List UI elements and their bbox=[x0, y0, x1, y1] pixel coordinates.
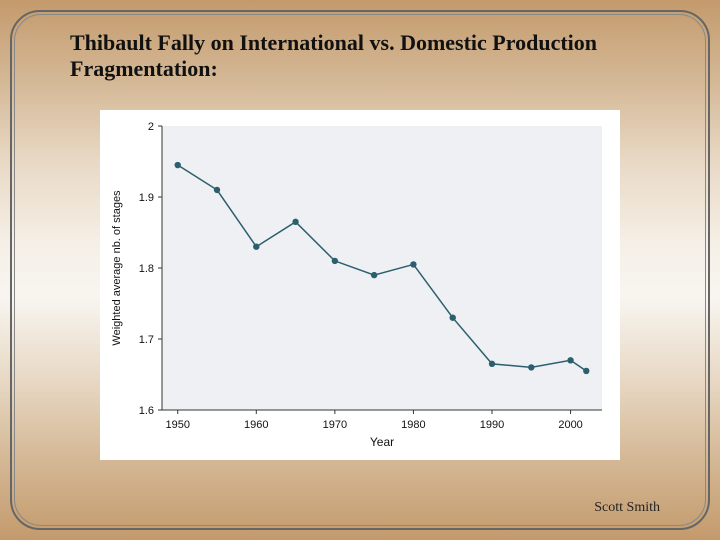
svg-text:Year: Year bbox=[370, 435, 394, 449]
svg-text:1.9: 1.9 bbox=[139, 192, 154, 204]
svg-text:1.6: 1.6 bbox=[139, 405, 154, 417]
svg-text:1980: 1980 bbox=[401, 419, 425, 431]
svg-text:1970: 1970 bbox=[323, 419, 347, 431]
line-chart: 1.6 1.7 1.8 1.9 2 1950 1960 1970 1980 1990 2000 Yea… bbox=[100, 110, 620, 460]
svg-text:1950: 1950 bbox=[165, 419, 189, 431]
svg-text:1.7: 1.7 bbox=[139, 334, 154, 346]
svg-text:1960: 1960 bbox=[244, 419, 268, 431]
svg-text:Weighted average nb. of stages: Weighted average nb. of stages bbox=[111, 190, 123, 346]
svg-text:1.8: 1.8 bbox=[139, 263, 154, 275]
svg-text:2000: 2000 bbox=[558, 419, 582, 431]
slide-title: Thibault Fally on International vs. Dome… bbox=[70, 30, 650, 82]
svg-text:2: 2 bbox=[148, 121, 154, 133]
author-name: Scott Smith bbox=[594, 500, 660, 516]
chart-container: 1.6 1.7 1.8 1.9 2 1950 1960 1970 1980 1990 2000 Yea… bbox=[100, 110, 620, 460]
svg-text:1990: 1990 bbox=[480, 419, 504, 431]
